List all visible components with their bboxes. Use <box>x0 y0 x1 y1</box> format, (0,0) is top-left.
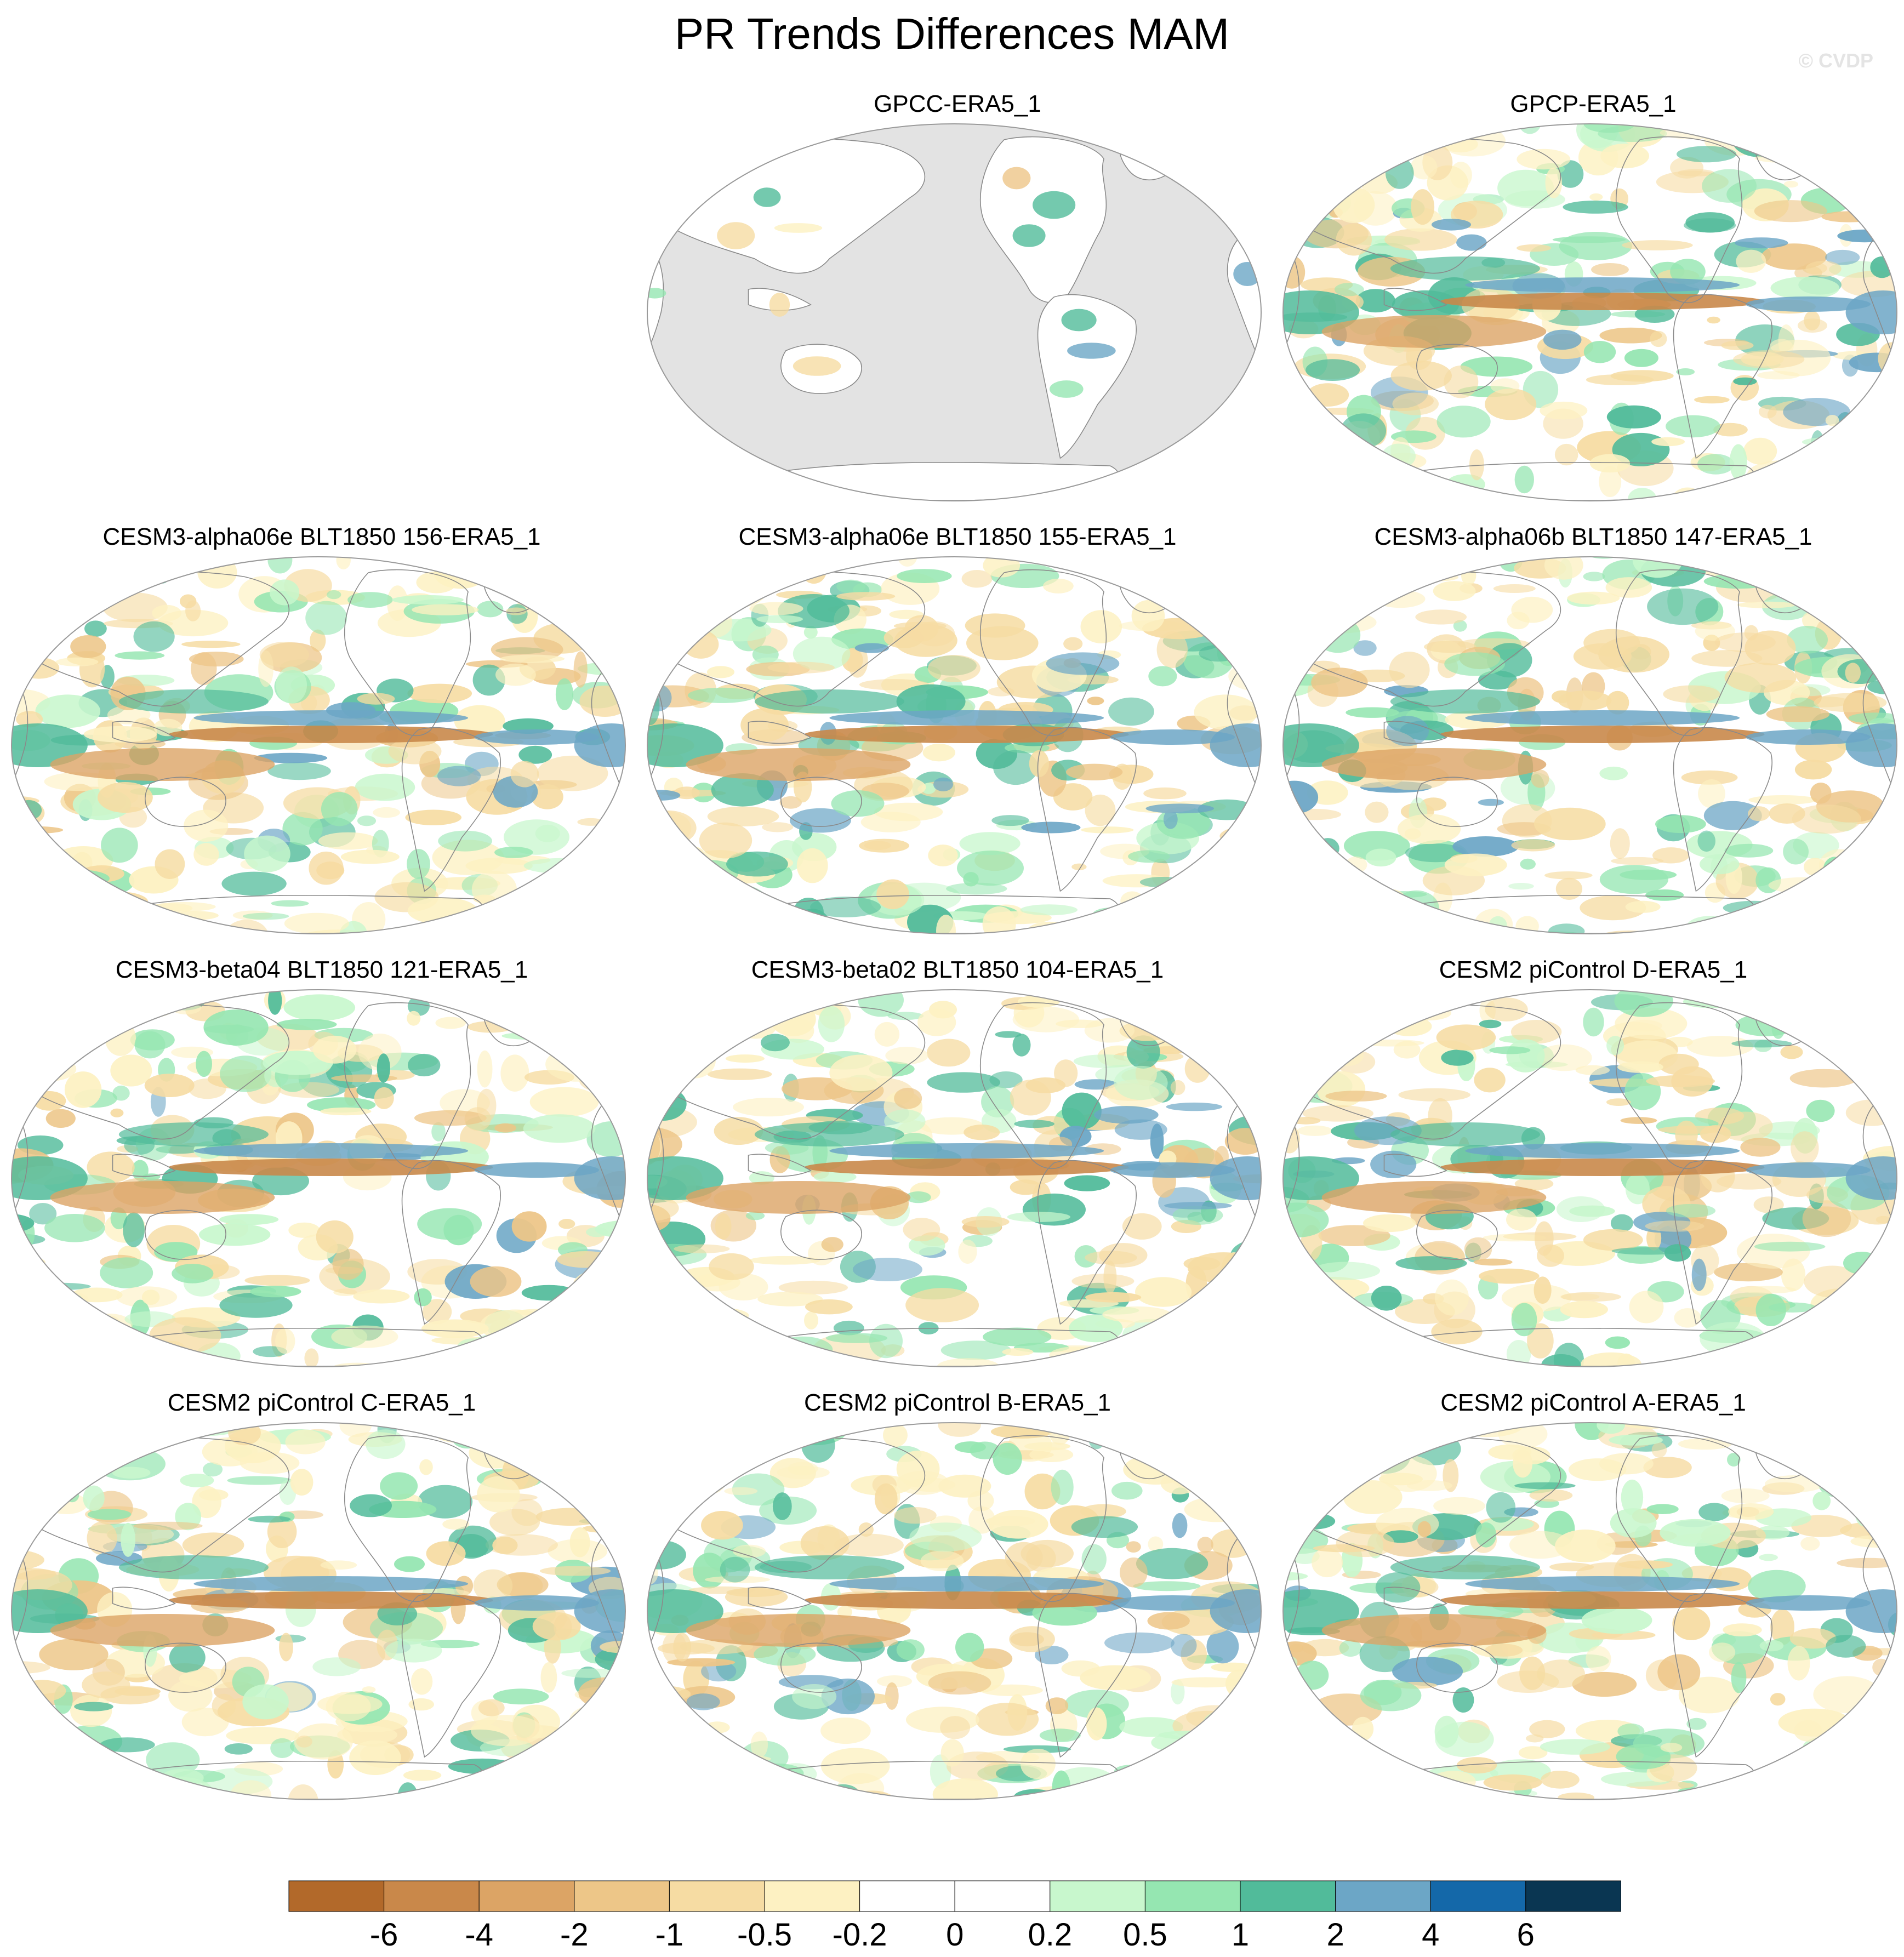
panel-title: CESM3-alpha06b BLT1850 147-ERA5_1 <box>1374 523 1812 550</box>
map-panel: CESM3-beta02 BLT1850 104-ERA5_1 <box>642 954 1273 1387</box>
colorbar-label: -2 <box>560 1917 589 1953</box>
map-panel: CESM3-alpha06e BLT1850 155-ERA5_1 <box>642 521 1273 954</box>
colorbar-swatch <box>859 1880 955 1912</box>
colorbar-swatch <box>954 1880 1051 1912</box>
map-field <box>1283 1423 1897 1800</box>
map-field <box>12 990 625 1367</box>
map-panel: CESM2 piControl C-ERA5_1 <box>7 1387 637 1819</box>
colorbar-label: 1 <box>1232 1917 1249 1953</box>
colorbar-label: -0.2 <box>833 1917 887 1953</box>
colorbar-swatch <box>764 1880 860 1912</box>
map-field <box>647 557 1261 934</box>
robinson-map <box>1282 556 1897 934</box>
colorbar: -6 -4 -2 -1 -0.5 -0.2 0 0.2 0.5 1 2 4 6 <box>288 1880 1621 1953</box>
map-field <box>1283 990 1897 1367</box>
robinson-map <box>11 1422 626 1800</box>
colorbar-label: 4 <box>1422 1917 1439 1953</box>
colorbar-swatch <box>1050 1880 1145 1912</box>
colorbar-swatch <box>384 1880 480 1912</box>
map-panel: GPCC-ERA5_1 <box>642 88 1273 521</box>
map-panel: CESM3-beta04 BLT1850 121-ERA5_1 <box>7 954 637 1387</box>
map-field <box>1283 557 1897 934</box>
colorbar-label: 0 <box>946 1917 964 1953</box>
colorbar-label: -1 <box>655 1917 684 1953</box>
robinson-map <box>647 989 1262 1367</box>
robinson-map <box>647 123 1262 501</box>
panel-title: CESM3-beta04 BLT1850 121-ERA5_1 <box>115 956 528 983</box>
colorbar-swatch <box>1335 1880 1431 1912</box>
panel-title: GPCP-ERA5_1 <box>1510 90 1677 117</box>
robinson-map <box>1282 123 1897 501</box>
map-field <box>12 557 625 934</box>
colorbar-swatch <box>288 1880 385 1912</box>
map-field <box>647 124 1261 501</box>
colorbar-swatches <box>288 1880 1621 1912</box>
colorbar-labels: -6 -4 -2 -1 -0.5 -0.2 0 0.2 0.5 1 2 4 6 <box>370 1917 1535 1953</box>
colorbar-label: 2 <box>1326 1917 1344 1953</box>
colorbar-swatch <box>1240 1880 1336 1912</box>
colorbar-swatch <box>1430 1880 1526 1912</box>
colorbar-label: 6 <box>1517 1917 1535 1953</box>
colorbar-swatch <box>478 1880 575 1912</box>
map-field <box>647 990 1261 1367</box>
colorbar-swatch <box>574 1880 670 1912</box>
robinson-map <box>647 556 1262 934</box>
cvdp-watermark: © CVDP <box>1798 49 1873 72</box>
robinson-map <box>11 556 626 934</box>
map-field <box>647 1423 1261 1800</box>
map-panel: CESM2 piControl D-ERA5_1 <box>1278 954 1904 1387</box>
colorbar-swatch <box>1144 1880 1241 1912</box>
page-title: PR Trends Differences MAM <box>674 9 1230 58</box>
robinson-map <box>1282 1422 1897 1800</box>
robinson-map <box>11 989 626 1367</box>
map-panel: CESM2 piControl A-ERA5_1 <box>1278 1387 1904 1819</box>
colorbar-label: -6 <box>370 1917 398 1953</box>
colorbar-label: 0.2 <box>1028 1917 1072 1953</box>
panel-title: CESM2 piControl B-ERA5_1 <box>803 1389 1111 1416</box>
panel-title: CESM2 piControl A-ERA5_1 <box>1440 1389 1746 1416</box>
robinson-map <box>647 1422 1262 1800</box>
robinson-map <box>1282 989 1897 1367</box>
colorbar-label: 0.5 <box>1123 1917 1167 1953</box>
map-panel: CESM2 piControl B-ERA5_1 <box>642 1387 1273 1819</box>
panel-title: CESM2 piControl D-ERA5_1 <box>1439 956 1748 983</box>
map-panel: GPCP-ERA5_1 <box>1278 88 1904 521</box>
map-panel: CESM3-alpha06b BLT1850 147-ERA5_1 <box>1278 521 1904 954</box>
panel-title: CESM3-beta02 BLT1850 104-ERA5_1 <box>751 956 1164 983</box>
panel-title: CESM3-alpha06e BLT1850 155-ERA5_1 <box>738 523 1177 550</box>
map-panel: CESM3-alpha06e BLT1850 156-ERA5_1 <box>7 521 637 954</box>
panel-title: GPCC-ERA5_1 <box>874 90 1041 117</box>
colorbar-label: -4 <box>465 1917 493 1953</box>
panel-title: CESM2 piControl C-ERA5_1 <box>167 1389 476 1416</box>
panel-title: CESM3-alpha06e BLT1850 156-ERA5_1 <box>102 523 541 550</box>
map-field <box>1283 124 1897 501</box>
colorbar-swatch <box>1525 1880 1621 1912</box>
colorbar-label: -0.5 <box>737 1917 792 1953</box>
colorbar-swatch <box>669 1880 765 1912</box>
map-field <box>12 1423 625 1800</box>
precip-trend-field <box>647 124 1261 501</box>
